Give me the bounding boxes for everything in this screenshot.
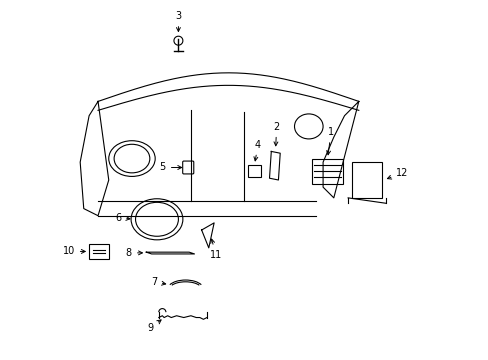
Text: 7: 7: [150, 277, 165, 287]
Text: 11: 11: [209, 239, 222, 260]
Bar: [89, 244, 108, 258]
Text: 9: 9: [147, 320, 161, 333]
Text: 8: 8: [125, 248, 142, 258]
Text: 6: 6: [115, 212, 130, 222]
Text: 2: 2: [273, 122, 279, 146]
Bar: [247, 165, 261, 177]
Bar: [312, 158, 342, 184]
Text: 12: 12: [386, 168, 408, 179]
Text: 3: 3: [175, 11, 181, 31]
Text: 4: 4: [253, 140, 261, 161]
Bar: [351, 162, 381, 198]
Text: 1: 1: [326, 127, 333, 155]
Text: 5: 5: [160, 162, 182, 172]
Text: 10: 10: [62, 247, 85, 256]
